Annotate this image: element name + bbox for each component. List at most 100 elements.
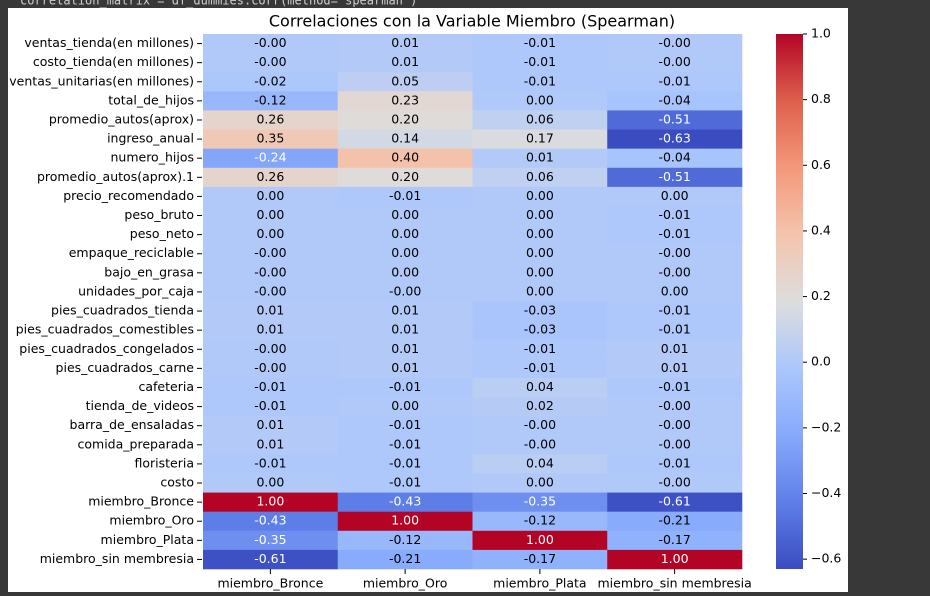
colorbar-tick-label: 1.0	[811, 26, 831, 41]
heatmap-cell	[472, 186, 608, 207]
heatmap-cell	[607, 244, 743, 264]
x-tick-label: miembro_Oro	[363, 576, 448, 591]
heatmap-cell	[337, 91, 473, 111]
heatmap-cell	[337, 416, 473, 436]
y-tick-label: peso_bruto	[124, 207, 194, 222]
heatmap-cell	[607, 110, 743, 130]
cell-label: 0.23	[391, 92, 419, 107]
y-tick-label: precio_recomendado	[63, 188, 194, 203]
cell-label: -0.00	[658, 475, 690, 490]
cell-label: -0.00	[524, 417, 556, 432]
heatmap-cell	[607, 282, 743, 302]
heatmap-cell	[607, 34, 743, 54]
cell-label: -0.63	[658, 131, 690, 146]
heatmap-cell	[607, 339, 743, 360]
cell-label: 0.20	[391, 111, 419, 126]
y-tick-label: miembro_Oro	[109, 513, 194, 528]
cell-label: 0.01	[391, 303, 419, 318]
heatmap-cell	[472, 225, 608, 245]
cell-label: 0.00	[526, 207, 554, 222]
cell-label: 0.00	[526, 226, 554, 241]
cell-label: 0.00	[256, 207, 284, 222]
heatmap-cell	[472, 416, 608, 436]
cell-label: -0.35	[524, 494, 556, 509]
cell-label: -0.01	[389, 379, 421, 394]
heatmap-cell	[607, 397, 743, 417]
heatmap-cell	[203, 110, 339, 130]
heatmap-cell	[337, 358, 473, 379]
cell-label: -0.03	[524, 303, 556, 318]
cell-label: -0.35	[254, 532, 286, 547]
heatmap-cell	[472, 34, 608, 54]
cell-label: 1.00	[391, 513, 419, 528]
heatmap-cell	[472, 492, 608, 512]
cell-label: 0.01	[526, 150, 554, 165]
colorbar-tick-label: 0.2	[811, 288, 831, 303]
heatmap-cell	[203, 148, 339, 169]
heatmap-cell	[472, 263, 608, 283]
heatmap-cell	[607, 205, 743, 226]
heatmap-cell	[607, 186, 743, 207]
y-tick-label: bajo_en_grasa	[104, 264, 194, 279]
heatmap-cell	[203, 53, 339, 73]
heatmap-cell	[607, 511, 743, 532]
heatmap-cell	[472, 244, 608, 264]
heatmap-cell	[337, 282, 473, 302]
y-tick-label: peso_neto	[130, 226, 194, 241]
heatmap-cell	[337, 72, 473, 92]
colorbar	[776, 34, 803, 569]
heatmap-cell	[337, 549, 473, 570]
heatmap-cell	[607, 301, 743, 321]
heatmap-cell	[203, 244, 339, 264]
y-tick-label: ventas_tienda(en millones)	[24, 35, 194, 50]
cell-label: -0.00	[254, 54, 286, 69]
heatmap-cell	[203, 377, 339, 398]
heatmap-cell	[472, 320, 608, 341]
cell-label: -0.43	[389, 494, 421, 509]
cell-label: -0.01	[658, 303, 690, 318]
cell-label: 0.00	[526, 188, 554, 203]
cell-label: -0.00	[658, 398, 690, 413]
heatmap-cell	[203, 205, 339, 226]
cell-label: 0.01	[256, 417, 284, 432]
cell-label: -0.00	[658, 245, 690, 260]
y-tick-label: comida_preparada	[78, 436, 195, 451]
heatmap-cell	[472, 167, 608, 188]
cell-label: 0.00	[526, 92, 554, 107]
cell-label: 0.00	[256, 226, 284, 241]
cell-label: 0.40	[391, 150, 419, 165]
heatmap-cell	[472, 129, 608, 149]
cell-label: -0.00	[658, 436, 690, 451]
heatmap-cell	[472, 148, 608, 169]
y-tick-label: cafeteria	[139, 379, 195, 394]
heatmap-cell	[472, 91, 608, 111]
heatmap-cell	[203, 301, 339, 321]
y-tick-label: unidades_por_caja	[78, 283, 194, 298]
cell-label: -0.00	[254, 360, 286, 375]
y-tick-label: miembro_Plata	[101, 532, 194, 547]
heatmap-cell	[607, 167, 743, 188]
heatmap-cell	[472, 511, 608, 532]
heatmap-cell	[203, 225, 339, 245]
heatmap-cell	[203, 34, 339, 54]
heatmap-cell	[607, 492, 743, 512]
cell-label: -0.04	[658, 150, 690, 165]
y-tick-label: costo	[160, 475, 194, 490]
cell-label: 0.04	[526, 455, 554, 470]
heatmap-cell	[337, 129, 473, 149]
heatmap-cell	[337, 167, 473, 188]
y-tick-label: barra_de_ensaladas	[70, 417, 194, 432]
y-tick-label: numero_hijos	[110, 150, 194, 165]
heatmap-cell	[337, 205, 473, 226]
cell-label: -0.03	[524, 322, 556, 337]
cell-label: -0.01	[524, 341, 556, 356]
y-tick-label: tienda_de_videos	[86, 398, 194, 413]
heatmap-cell	[203, 511, 339, 532]
heatmap-cell	[607, 225, 743, 245]
y-tick-label: total_de_hijos	[108, 92, 194, 107]
cell-label: 0.00	[256, 188, 284, 203]
heatmap-cell	[203, 282, 339, 302]
heatmap-cell	[203, 530, 339, 551]
cell-label: 0.00	[526, 283, 554, 298]
